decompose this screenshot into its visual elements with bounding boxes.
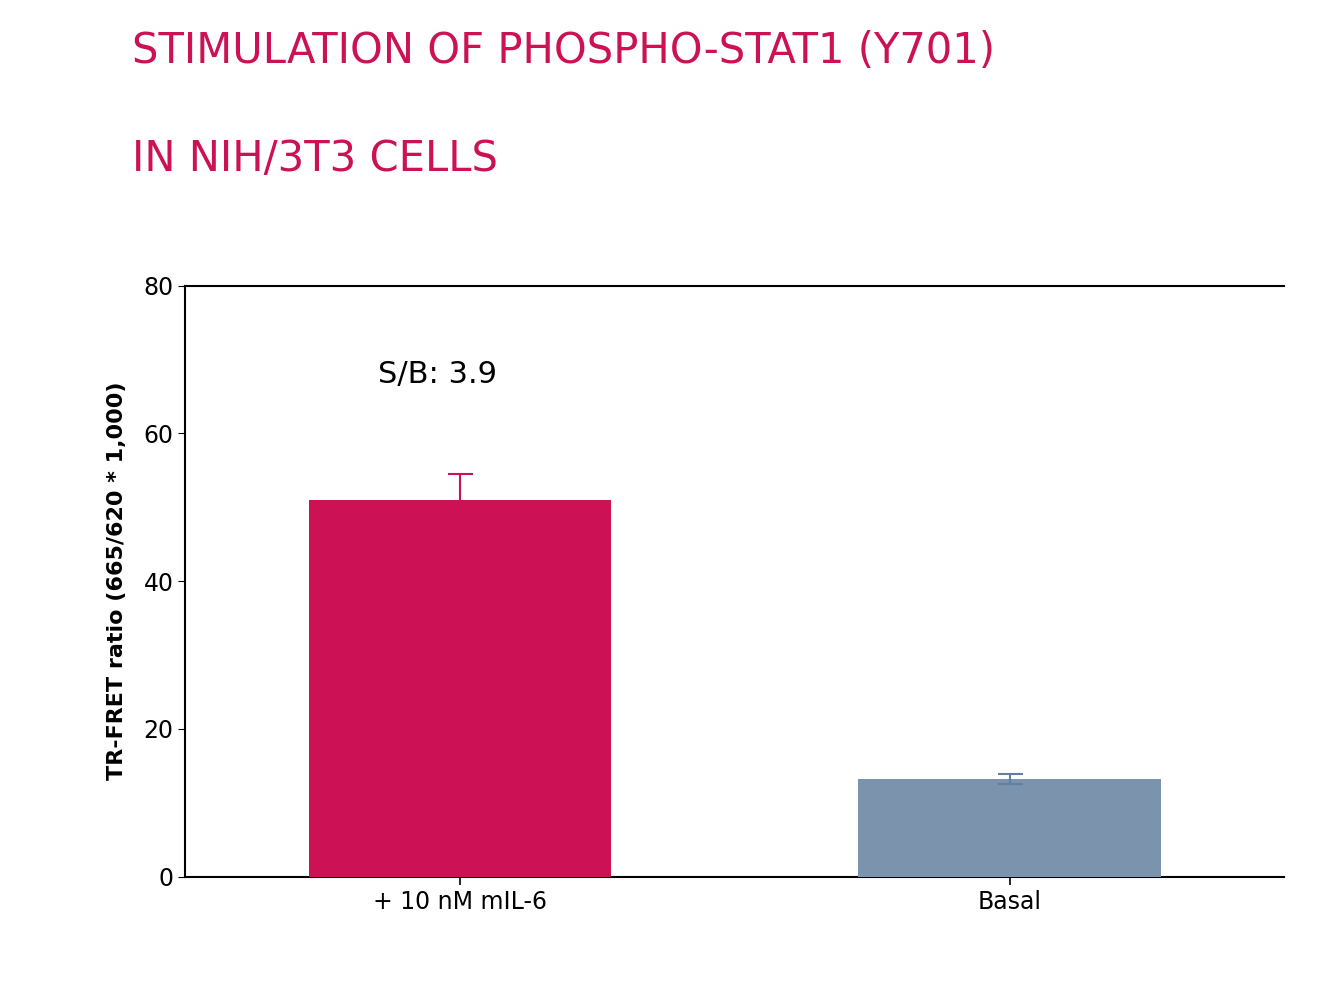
Text: IN NIH/3T3 CELLS: IN NIH/3T3 CELLS <box>132 138 498 180</box>
Bar <box>858 779 1161 877</box>
Y-axis label: TR-FRET ratio (665/620 * 1,000): TR-FRET ratio (665/620 * 1,000) <box>107 382 127 780</box>
Text: S/B: 3.9: S/B: 3.9 <box>377 361 496 389</box>
Bar <box>308 500 612 877</box>
Text: STIMULATION OF PHOSPHO-STAT1 (Y701): STIMULATION OF PHOSPHO-STAT1 (Y701) <box>132 30 996 72</box>
